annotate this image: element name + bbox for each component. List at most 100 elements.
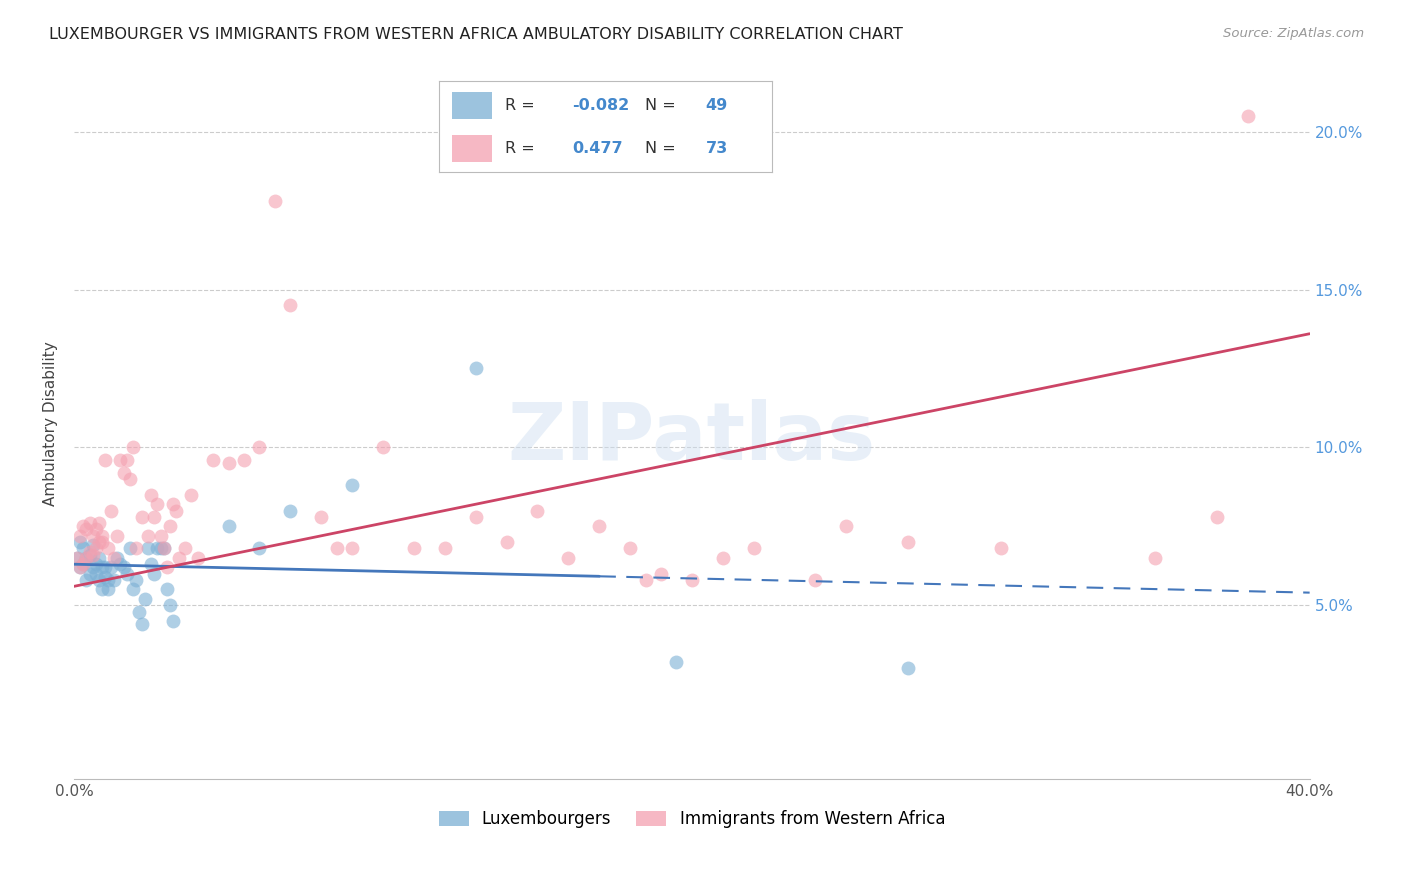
- Point: [90, 582, 112, 597]
- Point: [94, 453, 117, 467]
- Point: [665, 655, 688, 669]
- Point: [131, 509, 153, 524]
- Point: [72, 558, 94, 572]
- Point: [557, 550, 579, 565]
- Point: [131, 617, 153, 632]
- Point: [143, 509, 166, 524]
- Point: [897, 661, 920, 675]
- Point: [146, 541, 169, 556]
- Point: [634, 573, 657, 587]
- Point: [121, 582, 143, 597]
- Point: [79, 548, 101, 562]
- Point: [82, 538, 104, 552]
- Point: [136, 541, 159, 556]
- Y-axis label: Ambulatory Disability: Ambulatory Disability: [44, 342, 58, 506]
- Point: [588, 519, 610, 533]
- Point: [72, 541, 94, 556]
- Text: Source: ZipAtlas.com: Source: ZipAtlas.com: [1223, 27, 1364, 40]
- Point: [84, 558, 107, 572]
- Point: [84, 523, 107, 537]
- Point: [110, 453, 132, 467]
- Point: [94, 560, 117, 574]
- Point: [82, 560, 104, 574]
- Point: [146, 497, 169, 511]
- Point: [115, 453, 138, 467]
- Point: [141, 488, 163, 502]
- Point: [90, 529, 112, 543]
- Point: [152, 541, 174, 556]
- Point: [79, 516, 101, 531]
- Point: [141, 558, 163, 572]
- Point: [143, 566, 166, 581]
- Point: [162, 614, 184, 628]
- Point: [75, 573, 97, 587]
- Point: [118, 472, 141, 486]
- Point: [180, 488, 202, 502]
- Point: [72, 558, 94, 572]
- Point: [79, 544, 101, 558]
- Point: [115, 566, 138, 581]
- Point: [75, 523, 97, 537]
- Point: [1144, 550, 1167, 565]
- Point: [990, 541, 1012, 556]
- Point: [118, 541, 141, 556]
- Point: [309, 509, 332, 524]
- Point: [152, 541, 174, 556]
- Point: [90, 535, 112, 549]
- Point: [464, 509, 486, 524]
- Point: [110, 558, 132, 572]
- Point: [75, 550, 97, 565]
- Point: [125, 573, 148, 587]
- Point: [433, 541, 456, 556]
- Point: [165, 503, 187, 517]
- Point: [69, 560, 91, 574]
- Point: [121, 441, 143, 455]
- Point: [159, 519, 181, 533]
- Legend: Luxembourgers, Immigrants from Western Africa: Luxembourgers, Immigrants from Western A…: [432, 803, 952, 835]
- Point: [100, 503, 122, 517]
- Point: [149, 541, 172, 556]
- Point: [187, 550, 209, 565]
- Point: [218, 519, 240, 533]
- Point: [526, 503, 548, 517]
- Point: [82, 529, 104, 543]
- Point: [84, 566, 107, 581]
- Point: [87, 550, 110, 565]
- Point: [340, 541, 363, 556]
- Point: [278, 503, 301, 517]
- Point: [804, 573, 827, 587]
- Point: [402, 541, 425, 556]
- Point: [464, 361, 486, 376]
- Point: [84, 541, 107, 556]
- Point: [249, 441, 271, 455]
- Point: [742, 541, 765, 556]
- Point: [1237, 109, 1260, 123]
- Point: [112, 560, 135, 574]
- Point: [149, 529, 172, 543]
- Point: [100, 560, 122, 574]
- Point: [249, 541, 271, 556]
- Point: [128, 605, 150, 619]
- Point: [835, 519, 858, 533]
- Point: [159, 599, 181, 613]
- Point: [218, 456, 240, 470]
- Point: [66, 550, 89, 565]
- Point: [167, 550, 190, 565]
- Point: [82, 548, 104, 562]
- Point: [136, 529, 159, 543]
- Point: [156, 560, 179, 574]
- Point: [97, 582, 120, 597]
- Point: [103, 573, 125, 587]
- Point: [66, 550, 89, 565]
- Point: [340, 478, 363, 492]
- Text: ZIPatlas: ZIPatlas: [508, 399, 876, 477]
- Point: [202, 453, 225, 467]
- Point: [97, 541, 120, 556]
- Point: [87, 516, 110, 531]
- Point: [105, 550, 128, 565]
- Point: [371, 441, 394, 455]
- Point: [897, 535, 920, 549]
- Point: [134, 591, 156, 606]
- Point: [174, 541, 197, 556]
- Point: [69, 535, 91, 549]
